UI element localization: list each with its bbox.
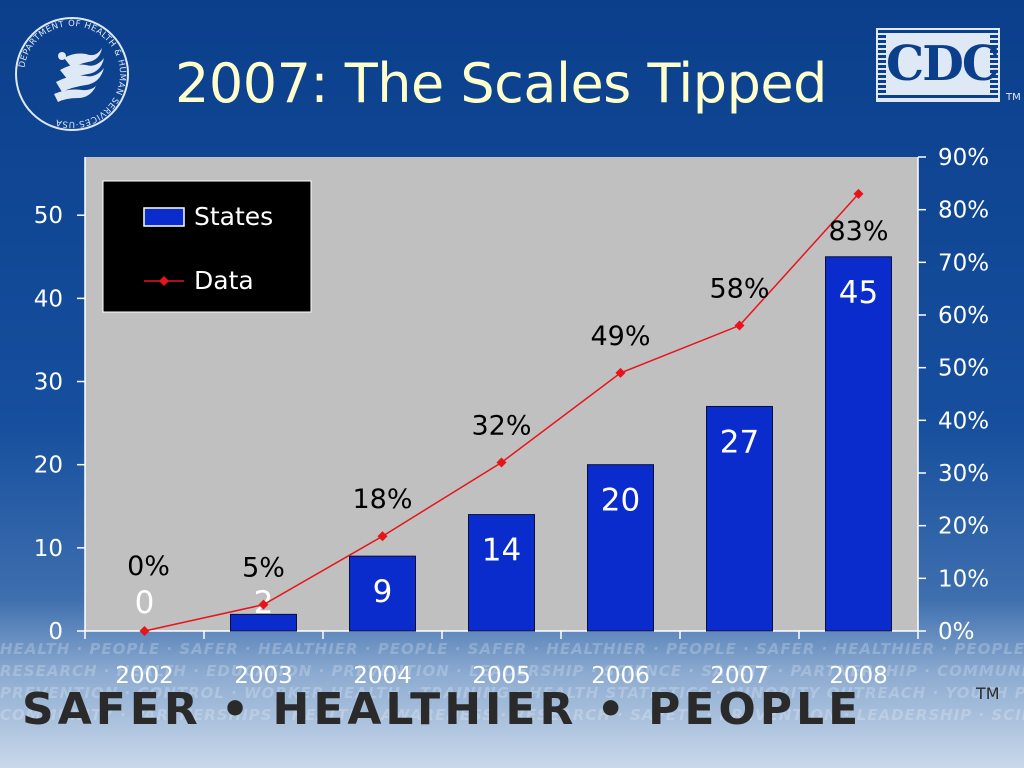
legend-label-states: States [194,202,273,231]
x-axis-tick-label: 2004 [353,663,412,689]
line-point-2006 [615,367,626,378]
cdc-logo-text: CDC [886,34,1000,94]
bar-states-2003 [230,613,297,632]
line-data-label: 0% [127,551,170,582]
watermark-line: HEALTH · PEOPLE · SAFER · HEALTHIER · PE… [0,640,1024,658]
slogan-trademark: TM [976,684,1000,703]
line-point-2004 [377,531,388,542]
cdc-logo: CDC TM [872,28,1022,108]
x-axis-tick-label: 2003 [234,663,293,689]
right-axis-tick-label: 70% [938,250,989,276]
hhs-seal-logo: DEPARTMENT OF HEALTH & HUMAN SERVICES·US… [15,17,129,131]
slide-title: 2007: The Scales Tipped [175,52,827,115]
watermark-line: COMMUNITY · PARTNERSHIPS · HEALTH · AWAR… [0,706,1024,724]
bar-data-label: 9 [373,574,393,610]
right-axis-tick-label: 50% [938,356,989,382]
x-axis-tick-label: 2002 [115,663,174,689]
line-data-label: 49% [590,321,650,352]
right-axis-tick-label: 0% [938,619,975,645]
line-data-label: 58% [709,274,769,305]
left-axis-tick-label: 40 [34,286,63,312]
left-axis-tick-label: 20 [34,453,63,479]
right-axis-tick-label: 90% [938,145,989,171]
line-data-label: 83% [828,216,888,247]
bar-data-label: 20 [601,483,640,519]
bar-states-2004 [349,555,416,632]
left-axis-tick-label: 0 [48,619,63,645]
right-axis-tick-label: 80% [938,198,989,224]
bar-states-2005 [468,514,535,632]
watermark-line: PREVENTION · CONTROL · WORKER HEALTH · T… [0,684,1024,702]
x-axis-tick-label: 2005 [472,663,531,689]
legend-box [102,180,312,313]
line-point-2003 [258,599,269,610]
x-axis-tick-label: 2007 [710,663,769,689]
bar-data-label: 45 [839,275,878,311]
eagle-icon [54,48,104,102]
line-data-label: 32% [471,410,531,441]
left-axis-tick-label: 10 [34,536,63,562]
watermark-line: RESEARCH · HEALTH · EDUCATION · PREVENTI… [0,662,1024,680]
legend-swatch-states [143,207,185,227]
line-point-2005 [496,457,507,468]
bar-data-label: 0 [135,585,155,621]
line-point-2007 [734,320,745,331]
right-axis-tick-label: 60% [938,303,989,329]
bar-states-2007 [706,405,773,632]
line-point-2008 [853,188,864,199]
right-axis-tick-label: 30% [938,461,989,487]
left-axis-tick-label: 30 [34,370,63,396]
background-watermark-text: HEALTH · PEOPLE · SAFER · HEALTHIER · PE… [0,638,1024,768]
line-point-2002 [139,626,150,636]
left-axis-tick-label: 50 [34,203,63,229]
bar-states-2006 [587,464,654,632]
bar-data-label: 14 [482,533,521,569]
x-axis-tick-label: 2006 [591,663,650,689]
right-axis-tick-label: 10% [938,566,989,592]
line-data-label: 5% [242,553,285,584]
right-axis-tick-label: 40% [938,408,989,434]
legend-label-data: Data [194,266,254,295]
bar-data-label: 27 [720,424,759,460]
line-data-label: 18% [352,484,412,515]
legend-marker-data [159,276,169,286]
x-axis-tick-label: 2008 [829,663,888,689]
right-axis-tick-label: 20% [938,514,989,540]
bar-states-2008 [825,256,892,632]
slogan-text: SAFER • HEALTHIER • PEOPLE [22,684,863,735]
cdc-trademark: TM [1006,92,1021,103]
